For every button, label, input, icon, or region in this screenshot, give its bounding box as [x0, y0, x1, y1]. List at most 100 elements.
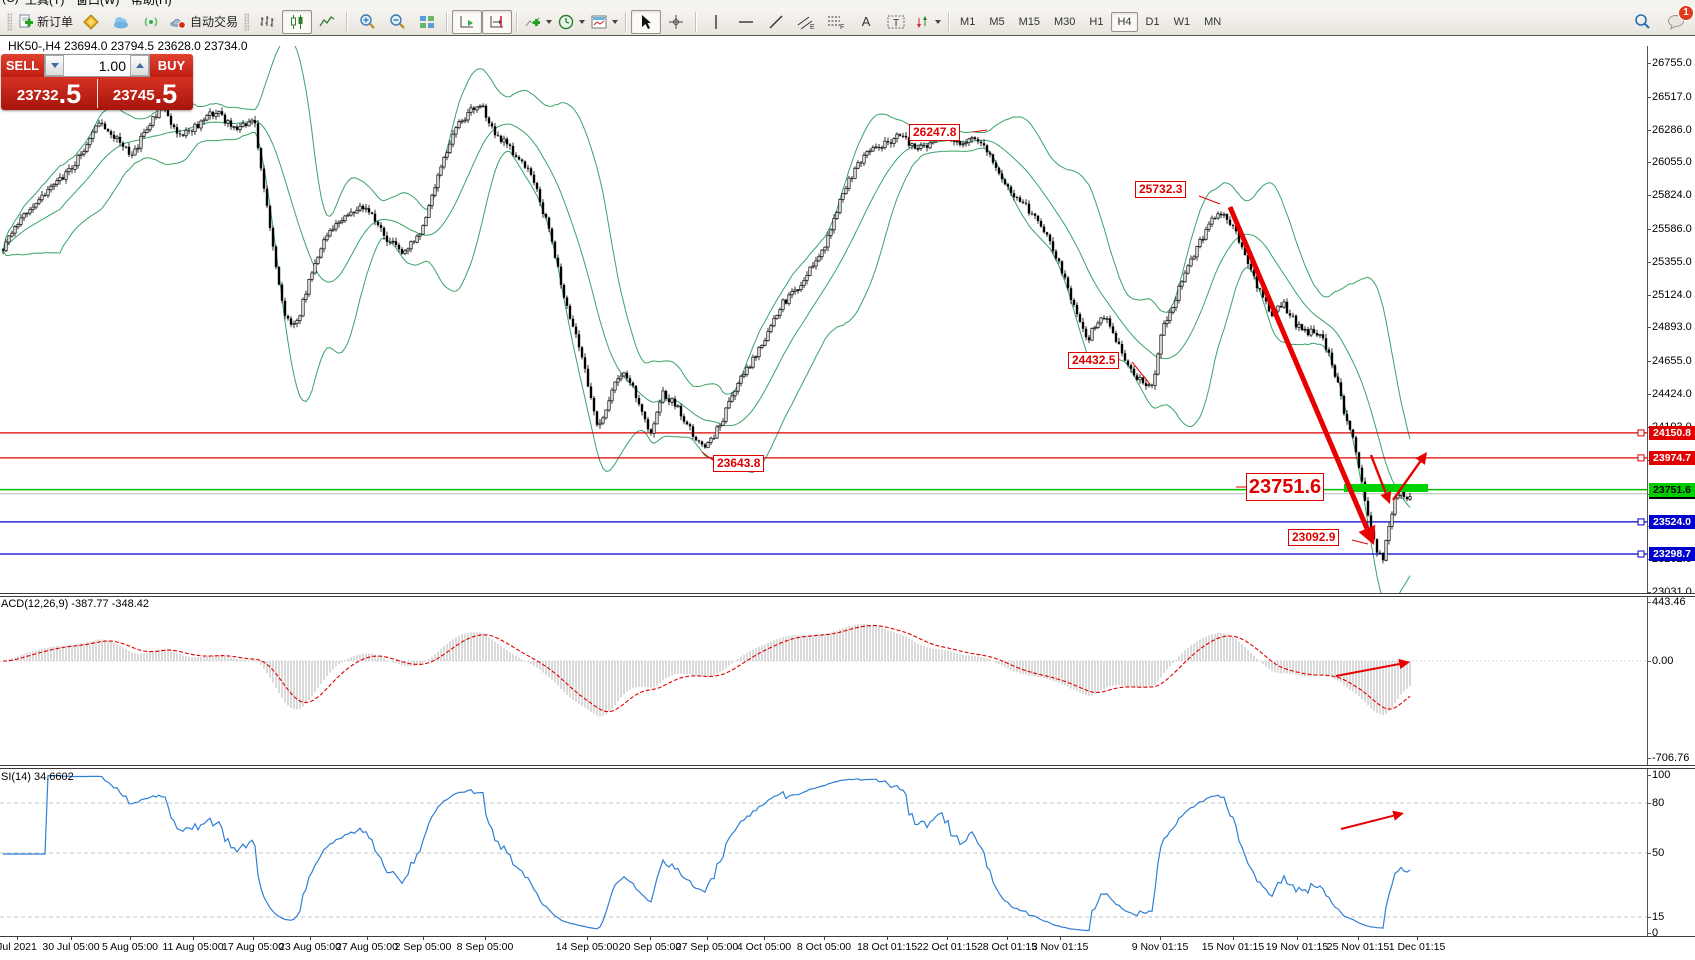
templates-dropdown-arrow[interactable]: [612, 20, 618, 24]
timeframe-h4[interactable]: H4: [1111, 12, 1137, 32]
sell-button[interactable]: SELL: [1, 54, 44, 77]
market-button[interactable]: [76, 10, 106, 34]
timeframe-h1[interactable]: H1: [1083, 12, 1109, 32]
macd-canvas[interactable]: [0, 597, 1647, 765]
menu-bar[interactable]: (C) 工具(T) 窗口(W) 帮助(H): [0, 0, 1695, 8]
sell-price-frac: .5: [59, 81, 82, 108]
rsi-panel-divider[interactable]: [0, 765, 1695, 769]
rsi-scale-label: 50: [1652, 847, 1664, 859]
menu-item[interactable]: 工具(T): [25, 0, 64, 8]
time-axis-label: 28 Oct 01:15: [977, 941, 1037, 953]
line-chart-icon: [319, 14, 335, 30]
equidistant-channel-tool[interactable]: E: [791, 10, 821, 34]
timeframe-m1[interactable]: M1: [954, 12, 981, 32]
price-annotation-label[interactable]: 23092.9: [1288, 529, 1339, 546]
notifications-button[interactable]: 1: [1661, 10, 1691, 34]
price-axis-tag: 23974.7: [1649, 451, 1695, 465]
buy-price-main: 23745: [113, 84, 155, 108]
line-chart-button[interactable]: [312, 10, 342, 34]
zoom-out-button[interactable]: [382, 10, 412, 34]
horizontal-line-tool[interactable]: [731, 10, 761, 34]
gold-seal-icon: [83, 14, 99, 30]
time-axis-label: 30 Jul 05:00: [42, 941, 99, 953]
arrows-objects-tool[interactable]: [911, 10, 944, 34]
arrows-dropdown-arrow[interactable]: [935, 20, 941, 24]
price-annotation-label[interactable]: 25732.3: [1135, 181, 1186, 198]
signals-button[interactable]: [136, 10, 166, 34]
macd-scale-label: 0.00: [1652, 655, 1673, 667]
auto-trading-button[interactable]: 自动交易: [166, 10, 241, 34]
indicators-dropdown-arrow[interactable]: [546, 20, 552, 24]
timeframe-m5[interactable]: M5: [983, 12, 1010, 32]
time-axis-label: 14 Sep 05:00: [556, 941, 618, 953]
text-tool[interactable]: A: [851, 10, 881, 34]
time-axis-label: 11 Aug 05:00: [162, 941, 223, 953]
signal-waves-icon: [143, 14, 159, 30]
time-axis-label: 4 Oct 05:00: [737, 941, 791, 953]
timeframe-m15[interactable]: M15: [1013, 12, 1046, 32]
buy-price[interactable]: 23745.5: [97, 77, 193, 110]
auto-scroll-icon: [459, 14, 475, 30]
timeframe-m30[interactable]: M30: [1048, 12, 1081, 32]
price-axis-tag: 23524.0: [1649, 515, 1695, 529]
rsi-canvas[interactable]: [0, 769, 1647, 935]
volume-increase-button[interactable]: [130, 55, 149, 76]
price-tick-label: 25824.0: [1652, 189, 1692, 201]
new-order-button[interactable]: 新订单: [15, 10, 76, 34]
cursor-tool-button[interactable]: [631, 10, 661, 34]
fibonacci-tool[interactable]: F: [821, 10, 851, 34]
signals-cloud-button[interactable]: [106, 10, 136, 34]
cursor-arrow-icon: [639, 14, 653, 30]
key-level-label[interactable]: 23751.6: [1246, 473, 1324, 501]
rsi-scale-label: 15: [1652, 911, 1664, 923]
price-tick-label: 24424.0: [1652, 388, 1692, 400]
chart-shift-button[interactable]: [482, 10, 512, 34]
menu-item[interactable]: 窗口(W): [76, 0, 119, 8]
price-tick-label: 24655.0: [1652, 355, 1692, 367]
time-axis-label: 27 Sep 05:00: [676, 941, 738, 953]
volume-decrease-button[interactable]: [45, 55, 64, 76]
tile-windows-icon: [419, 14, 435, 30]
zoom-in-button[interactable]: [352, 10, 382, 34]
price-annotation-label[interactable]: 26247.8: [909, 124, 960, 141]
periods-button[interactable]: [555, 10, 588, 34]
price-chart-canvas[interactable]: [0, 46, 1647, 594]
buy-button[interactable]: BUY: [150, 54, 193, 77]
search-button[interactable]: [1627, 10, 1657, 34]
bar-chart-button[interactable]: [252, 10, 282, 34]
zoom-out-icon: [389, 13, 406, 30]
toolbar-grip[interactable]: [7, 13, 12, 31]
menu-item[interactable]: 帮助(H): [131, 0, 172, 8]
templates-button[interactable]: [588, 10, 621, 34]
vertical-line-tool[interactable]: [701, 10, 731, 34]
text-label-tool[interactable]: T: [881, 10, 911, 34]
macd-panel-divider[interactable]: [0, 593, 1695, 597]
time-axis-label: 15 Nov 01:15: [1202, 941, 1264, 953]
rsi-indicator-label: SI(14) 34.6602: [1, 771, 74, 783]
crosshair-tool-button[interactable]: [661, 10, 691, 34]
price-annotation-label[interactable]: 23643.8: [713, 455, 764, 472]
indicators-icon: [525, 14, 541, 30]
toolbar-grip[interactable]: [244, 13, 249, 31]
timeframe-mn[interactable]: MN: [1198, 12, 1227, 32]
indicators-button[interactable]: [522, 10, 555, 34]
auto-scroll-button[interactable]: [452, 10, 482, 34]
mt4-window: { "menu_bar": {"items": [["(C)",2],["工具(…: [0, 0, 1695, 960]
expert-hat-icon: [169, 14, 187, 30]
periods-dropdown-arrow[interactable]: [579, 20, 585, 24]
candlestick-chart-button[interactable]: [282, 10, 312, 34]
tile-windows-button[interactable]: [412, 10, 442, 34]
volume-input[interactable]: [64, 55, 130, 76]
trendline-tool[interactable]: [761, 10, 791, 34]
auto-trading-label: 自动交易: [190, 13, 238, 30]
time-axis-label: 17 Aug 05:00: [222, 941, 284, 953]
time-axis-label: 25 Nov 01:15: [1327, 941, 1389, 953]
timeframe-d1[interactable]: D1: [1140, 12, 1166, 32]
menu-item[interactable]: (C): [2, 0, 19, 5]
candle-wicks: [3, 103, 1410, 563]
price-annotation-label[interactable]: 24432.5: [1068, 352, 1119, 369]
timeframe-w1[interactable]: W1: [1168, 12, 1197, 32]
sell-price[interactable]: 23732.5: [1, 77, 97, 110]
time-axis-label: 19 Nov 01:15: [1266, 941, 1328, 953]
text-label-icon: T: [887, 14, 905, 30]
